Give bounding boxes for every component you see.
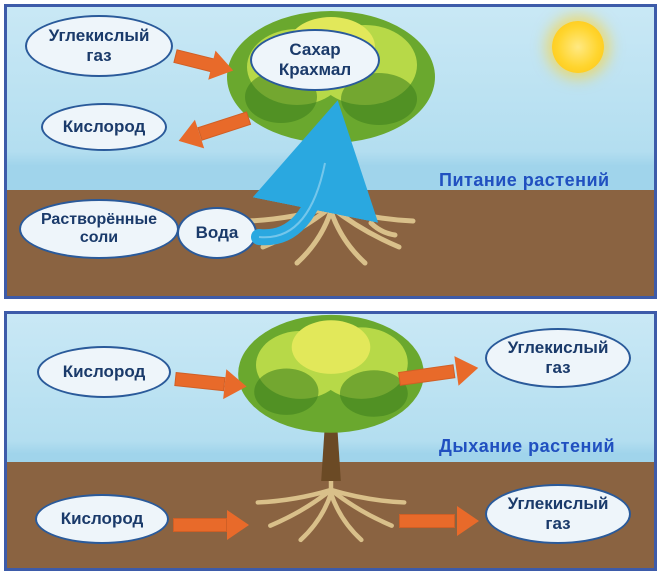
bubble-o2-bottom: Кислород	[35, 494, 169, 544]
bubble-co2-bottom: Углекислыйгаз	[485, 484, 631, 544]
panel-caption: Дыхание растений	[439, 436, 615, 457]
bubble-co2-top: Углекислыйгаз	[485, 328, 631, 388]
panel-caption: Питание растений	[439, 170, 610, 191]
caption-text: Питание растений	[439, 170, 610, 190]
caption-text: Дыхание растений	[439, 436, 615, 456]
bubble-label: Кислород	[61, 509, 144, 529]
nutrition-panel: Углекислыйгаз СахарКрахмал Кислород Раст…	[4, 4, 657, 299]
arrow-co2-bottom-out	[399, 514, 477, 528]
respiration-panel: Кислород Углекислыйгаз Кислород Углекисл…	[4, 311, 657, 571]
bubble-o2-top: Кислород	[37, 346, 171, 398]
arrow-o2-bottom-in	[173, 518, 247, 532]
arrow-water-to-tree	[7, 7, 657, 299]
bubble-label: Углекислыйгаз	[508, 338, 609, 377]
bubble-label: Кислород	[63, 362, 146, 382]
bubble-label: Углекислыйгаз	[508, 494, 609, 533]
